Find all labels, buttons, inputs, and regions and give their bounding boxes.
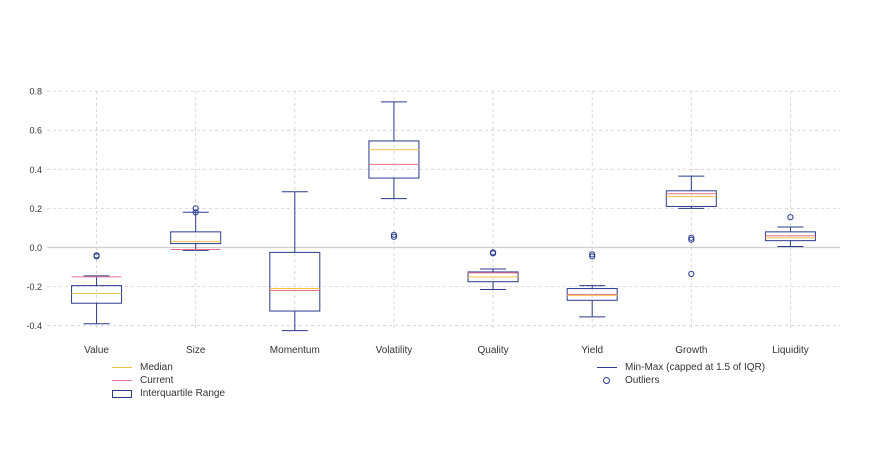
y-tick-label: 0.8 xyxy=(29,87,42,97)
x-tick-label: Growth xyxy=(675,345,707,356)
current-swatch xyxy=(112,375,132,386)
legend-label-outliers: Outliers xyxy=(625,375,660,386)
outlier-point xyxy=(93,253,100,260)
legend-right: Min-Max (capped at 1.5 of IQR) Outliers xyxy=(597,361,765,387)
y-tick-label: 0.6 xyxy=(29,126,42,136)
iqr-box xyxy=(71,285,123,304)
legend-label-minmax: Min-Max (capped at 1.5 of IQR) xyxy=(625,362,766,373)
legend-left: Median Current Interquartile Range xyxy=(112,361,225,400)
y-tick-label: 0.0 xyxy=(29,243,42,253)
outlier-point xyxy=(390,231,398,238)
x-tick-label: Quality xyxy=(478,345,509,356)
iqr-box xyxy=(368,140,420,179)
x-tick-label: Value xyxy=(84,345,109,356)
x-tick-label: Momentum xyxy=(270,345,320,356)
outlier-point xyxy=(688,270,695,277)
y-tick-label: -0.2 xyxy=(26,282,42,292)
outlier-point xyxy=(489,250,497,257)
legend-label-median: Median xyxy=(140,362,173,373)
legend-item-minmax: Min-Max (capped at 1.5 of IQR) xyxy=(597,361,765,374)
iqr-box xyxy=(269,251,321,312)
x-tick-label: Liquidity xyxy=(772,345,809,356)
legend-item-current: Current xyxy=(112,374,225,387)
outlier-point xyxy=(192,205,199,212)
iqr-box xyxy=(665,190,717,207)
outlier-point xyxy=(688,236,695,243)
y-tick-label: 0.2 xyxy=(29,204,42,214)
outlier-point xyxy=(192,209,199,216)
x-tick-label: Volatility xyxy=(376,345,413,356)
iqr-box xyxy=(170,231,222,245)
outlier-point xyxy=(787,214,794,221)
outlier-point xyxy=(688,234,695,241)
minmax-swatch xyxy=(597,362,617,373)
y-tick-label: 0.4 xyxy=(29,165,42,175)
legend-label-current: Current xyxy=(140,375,174,386)
outlier-point xyxy=(589,251,596,258)
y-tick-label: -0.4 xyxy=(26,321,42,331)
outlier-point xyxy=(589,253,596,260)
legend-item-iqr: Interquartile Range xyxy=(112,387,225,400)
legend-item-outliers: Outliers xyxy=(597,374,765,387)
iqr-swatch xyxy=(112,389,132,398)
median-swatch xyxy=(112,362,132,373)
outlier-swatch xyxy=(597,375,617,386)
x-tick-label: Yield xyxy=(581,345,603,356)
legend-label-iqr: Interquartile Range xyxy=(140,388,226,399)
outlier-point xyxy=(390,233,398,240)
x-tick-label: Size xyxy=(186,345,206,356)
legend-item-median: Median xyxy=(112,361,225,374)
